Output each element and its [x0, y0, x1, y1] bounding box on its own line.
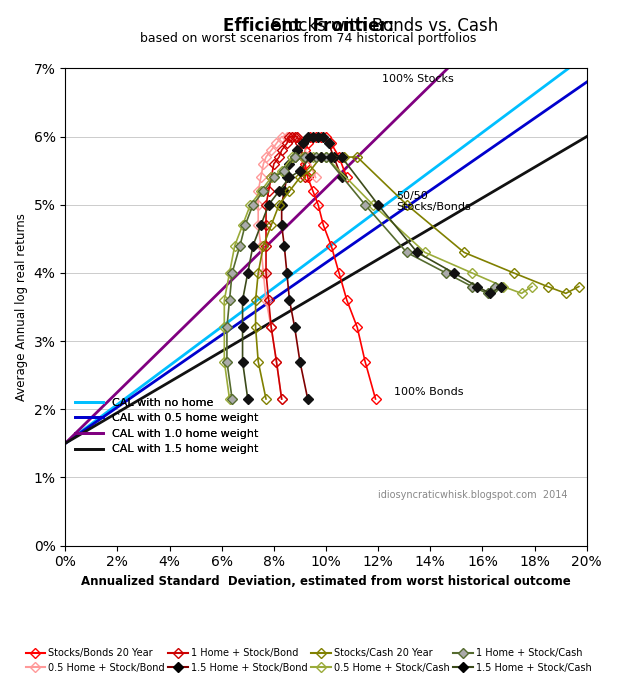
Legend: CAL with no home, CAL with 0.5 home weight, CAL with 1.0 home weight, CAL with 1: CAL with no home, CAL with 0.5 home weig…: [71, 393, 263, 459]
Text: based on worst scenarios from 74 historical portfolios: based on worst scenarios from 74 histori…: [140, 32, 477, 45]
Y-axis label: Average Annual log real returns: Average Annual log real returns: [15, 213, 28, 401]
Text: Stocks with Bonds vs. Cash: Stocks with Bonds vs. Cash: [119, 17, 498, 35]
Text: 50/50
Stocks/Bonds: 50/50 Stocks/Bonds: [396, 190, 471, 212]
Text: 100% Bonds: 100% Bonds: [394, 387, 463, 397]
Legend: Stocks/Bonds 20 Year, 0.5 Home + Stock/Bond, 1 Home + Stock/Bond, 1.5 Home + Sto: Stocks/Bonds 20 Year, 0.5 Home + Stock/B…: [22, 644, 595, 677]
X-axis label: Annualized Standard  Deviation, estimated from worst historical outcome: Annualized Standard Deviation, estimated…: [81, 575, 571, 588]
Text: Efficient  Frontier:: Efficient Frontier:: [223, 17, 394, 35]
Text: 100% Stocks: 100% Stocks: [382, 74, 453, 84]
Text: idiosyncraticwhisk.blogspot.com  2014: idiosyncraticwhisk.blogspot.com 2014: [378, 490, 568, 500]
